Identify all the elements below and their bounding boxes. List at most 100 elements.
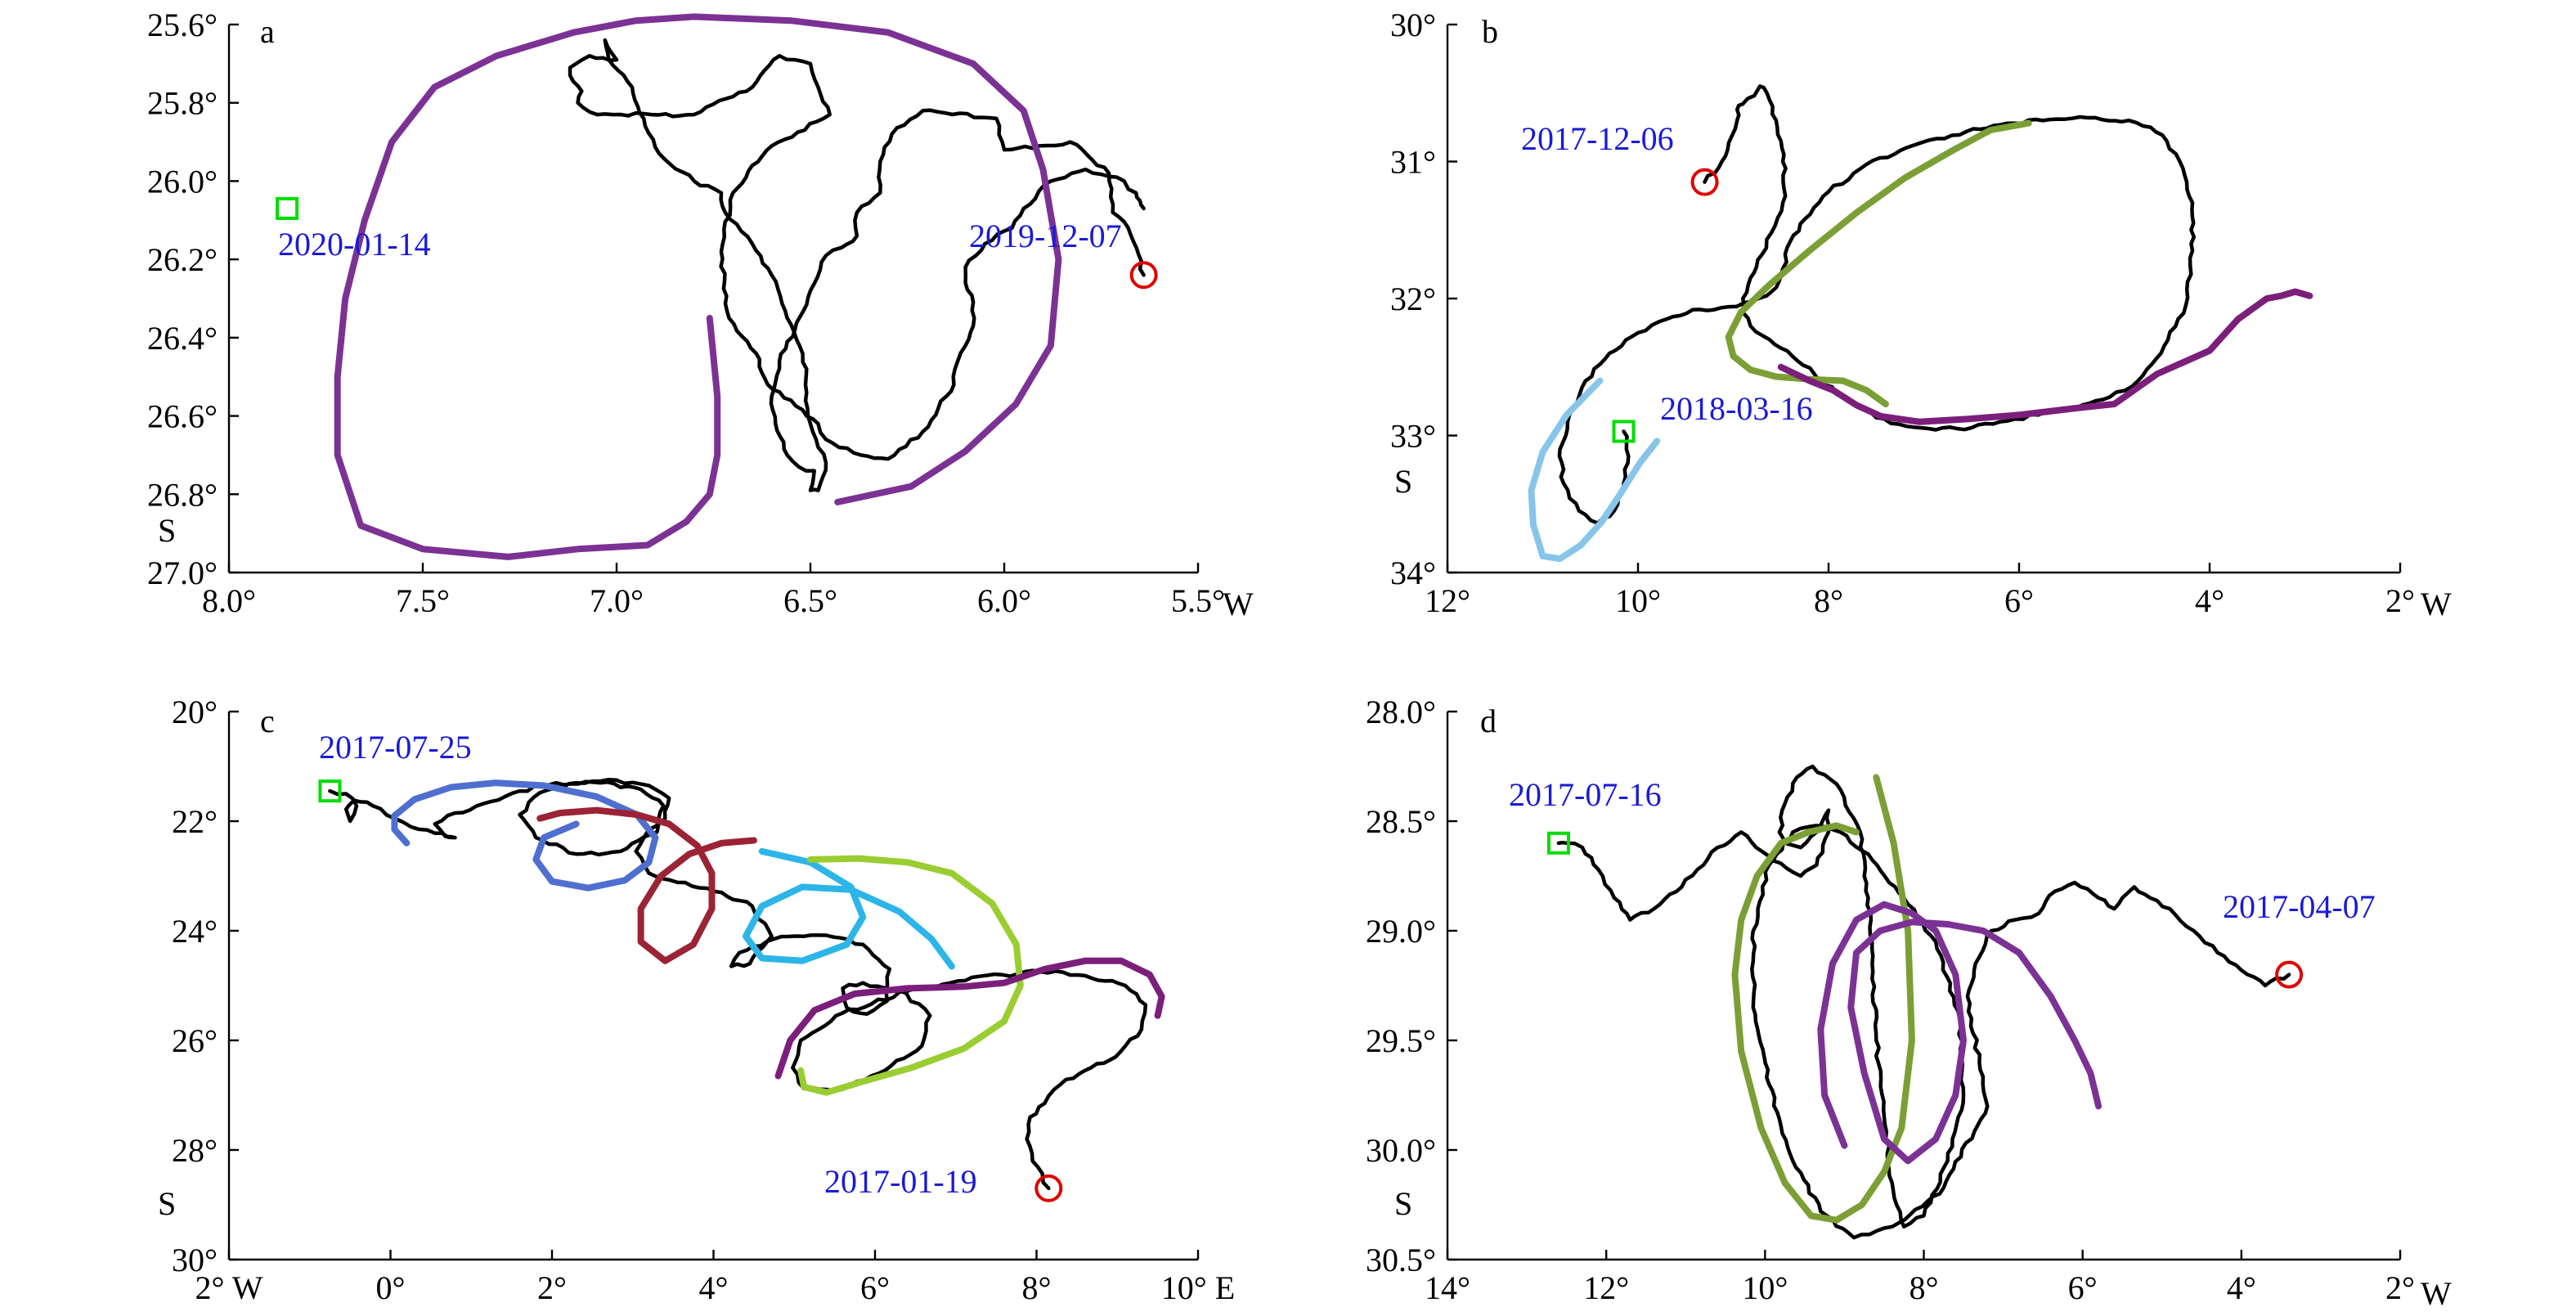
panel-a-xtick-label: 8.0° <box>202 582 256 619</box>
panel-a-drifter-track-0 <box>568 38 1146 492</box>
panel-a-ytick-label: 26.0° <box>147 163 218 200</box>
panel-d-ytick-label: 29.5° <box>1366 1022 1436 1059</box>
panel-d-xtick-label: 4° <box>2227 1269 2256 1306</box>
panel-d-end-marker <box>2275 960 2304 989</box>
panel-b-end-date: 2017-12-06 <box>1521 120 1674 157</box>
panel-d-letter: d <box>1480 703 1497 739</box>
panel-a-xticks: 8.0° 7.5° 7.0° 6.5° 6.0° 5.5° <box>202 563 1225 619</box>
panel-b-xtick-label: 10° <box>1615 582 1661 619</box>
panel-b: 12° 10° 8° 6° 4° 2° 30° 31° 32° 33° 34° b 2018-03… <box>1390 7 2452 622</box>
panel-d-ytick-label: 29.0° <box>1366 913 1436 950</box>
panel-b-model-track-2 <box>1777 288 2313 425</box>
panel-b-xtick-label: 6° <box>2004 582 2034 619</box>
panel-b-xticks: 12° 10° 8° 6° 4° 2° <box>1425 563 2415 619</box>
panel-b-frame <box>1446 25 2400 574</box>
panel-a-ytick-label: 26.6° <box>147 398 218 435</box>
panel-b-ytick-label: 34° <box>1390 555 1436 591</box>
panel-a-ytick-label: 26.4° <box>147 320 218 357</box>
panel-c-ytick-label: 24° <box>172 913 218 950</box>
panel-b-xtick-label: 2° <box>2385 582 2415 619</box>
panel-d-ylabel: S <box>1394 1185 1412 1222</box>
panel-b-end-marker <box>1690 168 1719 196</box>
panel-c-xtick-label: 8° <box>1022 1269 1052 1306</box>
panel-b-model-track-1 <box>1725 119 2032 407</box>
panel-a-ytick-label: 25.6° <box>147 7 218 43</box>
panel-a: 8.0° 7.5° 7.0° 6.5° 6.0° 5.5° 25.6° 25.8° 26.0°… <box>147 7 1254 622</box>
panel-b-ylabel: S <box>1394 463 1412 500</box>
panel-c-ytick-label: 20° <box>172 694 218 730</box>
panel-d-ytick-label: 28.5° <box>1366 803 1436 840</box>
panel-c-xtick-label: 4° <box>699 1269 729 1306</box>
panel-b-ytick-label: 30° <box>1390 7 1436 43</box>
panel-d-ytick-label: 28.0° <box>1366 694 1436 730</box>
panel-c-xtick-label: 2° <box>537 1269 567 1306</box>
panel-d-xtick-label: 10° <box>1742 1269 1788 1306</box>
panel-a-ytick-label: 26.2° <box>147 241 218 278</box>
panel-d-markers <box>1546 831 2304 989</box>
panel-a-tracks <box>334 13 1146 560</box>
panel-b-ytick-label: 31° <box>1390 144 1436 181</box>
panel-c-letter: c <box>260 703 275 739</box>
panel-d-drifter-track-0 <box>1556 764 2291 1240</box>
panel-b-xtick-label: 12° <box>1425 582 1470 619</box>
panel-a-frame <box>227 25 1198 574</box>
panel-b-ytick-label: 33° <box>1390 418 1436 455</box>
panel-d-xtick-label: 12° <box>1583 1269 1629 1306</box>
panel-c-ylabel: S <box>158 1185 176 1222</box>
panel-c-model-track-4 <box>797 855 1024 1096</box>
panel-d-yticks: 28.0° 28.5° 29.0° 29.5° 30.0° 30.5° <box>1366 694 1457 1278</box>
panel-a-xlabel: W <box>1223 586 1254 622</box>
panel-a-markers <box>276 196 1158 290</box>
panel-d-start-date: 2017-07-16 <box>1509 776 1662 813</box>
panel-c-xtick-label: 0° <box>376 1269 406 1306</box>
panel-a-end-marker <box>1129 261 1158 290</box>
panel-d-xtick-label: 6° <box>2068 1269 2098 1306</box>
panel-a-ytick-label: 25.8° <box>147 85 218 122</box>
panel-c-ytick-label: 28° <box>172 1132 218 1169</box>
panel-c-markers <box>318 779 1063 1202</box>
panel-d-xtick-label: 14° <box>1425 1269 1470 1306</box>
panel-d-tracks <box>1556 764 2291 1240</box>
panel-d-start-marker <box>1546 831 1570 855</box>
panel-c-model-track-1 <box>391 779 659 892</box>
panel-a-start-marker <box>276 196 299 220</box>
panel-d-ytick-label: 30.0° <box>1366 1132 1436 1169</box>
panel-c-yticks: 20° 22° 24° 26° 28° 30° <box>172 694 239 1278</box>
panel-a-xtick-label: 7.5° <box>396 582 450 619</box>
panel-a-xtick-label: 7.0° <box>590 582 644 619</box>
panel-c-model-track-5 <box>774 957 1165 1080</box>
panel-c-end-date: 2017-01-19 <box>824 1163 977 1200</box>
panel-d-ytick-label: 30.5° <box>1366 1242 1436 1278</box>
panel-a-ylabel: S <box>158 512 176 549</box>
panel-c-end-marker <box>1034 1174 1063 1202</box>
panel-d-xtick-label: 2° <box>2385 1269 2415 1306</box>
panel-d-model-track-2 <box>1817 901 2103 1165</box>
panel-a-yticks: 25.6° 25.8° 26.0° 26.2° 26.4° 26.6° 26.8° 27.0° <box>147 7 239 591</box>
panel-c-xtick-label: 10° E <box>1161 1269 1235 1306</box>
panel-b-letter: b <box>1482 13 1498 50</box>
panel-a-ytick-label: 26.8° <box>147 476 218 513</box>
panel-b-drifter-track-0 <box>1557 84 2197 525</box>
panel-c-xtick-label: 6° <box>860 1269 890 1306</box>
panel-a-xtick-label: 5.5° <box>1171 582 1225 619</box>
panel-a-start-date: 2020-01-14 <box>278 226 431 263</box>
panel-b-markers <box>1612 168 1719 443</box>
panel-d-xlabel: W <box>2421 1275 2452 1312</box>
panel-c: 2° W 0° 2° 4° 6° 8° 10° E 20° 22° 24° 26° 28° 30° c… <box>158 694 1235 1306</box>
panel-c-tracks <box>328 777 1165 1191</box>
panel-c-start-date: 2017-07-25 <box>319 729 472 766</box>
panel-b-start-date: 2018-03-16 <box>1660 390 1813 427</box>
panel-c-model-track-2 <box>536 806 757 964</box>
panel-a-ytick-label: 27.0° <box>147 555 218 591</box>
panel-d-end-date: 2017-04-07 <box>2223 888 2376 925</box>
panel-b-yticks: 30° 31° 32° 33° 34° <box>1390 7 1457 591</box>
panel-c-ytick-label: 30° <box>172 1242 218 1278</box>
panel-a-letter: a <box>260 13 275 50</box>
panel-b-ytick-label: 32° <box>1390 281 1436 317</box>
panel-b-xlabel: W <box>2421 586 2452 622</box>
panel-b-xtick-label: 8° <box>1814 582 1843 619</box>
panel-c-model-track-3 <box>743 847 955 970</box>
panel-a-xtick-label: 6.5° <box>783 582 837 619</box>
panel-c-xtick-label: 2° W <box>195 1269 263 1306</box>
